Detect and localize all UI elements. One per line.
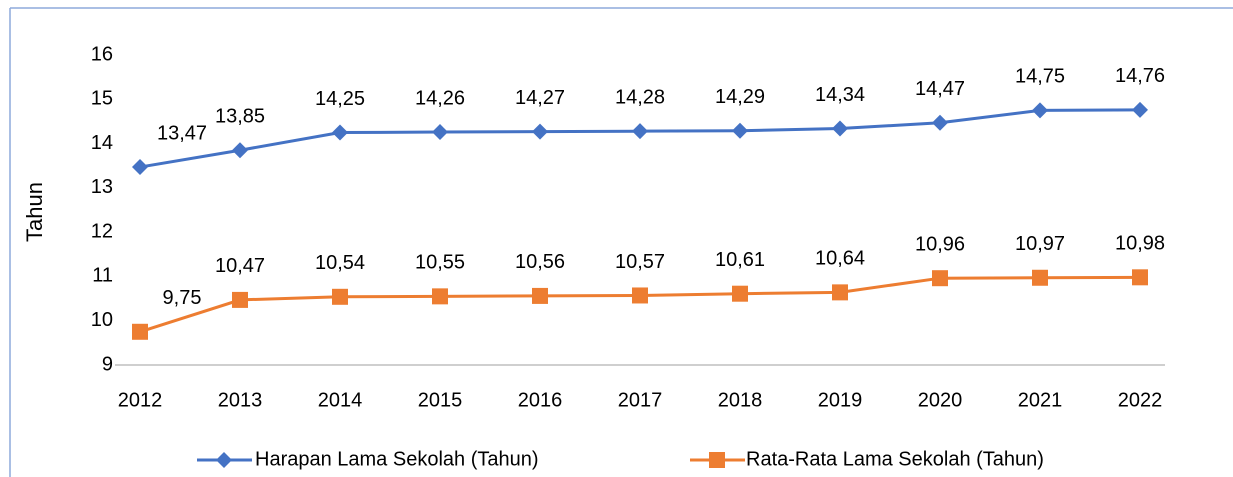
legend-marker	[709, 452, 725, 468]
x-tick-label: 2018	[718, 389, 763, 411]
data-point	[832, 120, 848, 137]
data-point	[432, 124, 448, 141]
y-tick-label: 11	[92, 265, 113, 287]
data-label: 10,56	[515, 251, 565, 273]
data-point	[232, 142, 248, 159]
data-label: 14,28	[615, 86, 665, 108]
y-axis-label: Tahun	[22, 182, 47, 242]
data-point	[632, 123, 648, 140]
y-tick-label: 13	[91, 176, 113, 198]
data-label: 10,98	[1115, 233, 1165, 255]
series-line	[139, 275, 1141, 334]
legend-label: Rata-Rata Lama Sekolah (Tahun)	[746, 448, 1044, 470]
x-tick-label: 2019	[818, 389, 863, 411]
x-tick-label: 2017	[618, 389, 663, 411]
x-tick-label: 2021	[1018, 389, 1063, 411]
data-label: 14,34	[815, 84, 865, 106]
data-point	[332, 288, 348, 305]
x-tick-label: 2020	[918, 389, 963, 411]
data-point	[132, 323, 148, 340]
data-label: 10,47	[215, 255, 265, 277]
data-point	[1132, 101, 1148, 118]
data-point	[532, 123, 548, 140]
data-label: 14,25	[315, 88, 365, 110]
data-label: 10,97	[1015, 233, 1065, 255]
data-label: 14,29	[715, 86, 765, 108]
data-label: 13,85	[215, 105, 265, 127]
data-point	[432, 288, 448, 305]
data-label: 10,55	[415, 252, 465, 274]
data-point	[1032, 102, 1048, 119]
legend-marker	[216, 452, 232, 468]
y-tick-label: 12	[91, 220, 113, 242]
data-label: 10,96	[915, 233, 965, 255]
data-label: 14,75	[1015, 66, 1065, 88]
x-tick-label: 2012	[118, 389, 163, 411]
legend-label: Harapan Lama Sekolah (Tahun)	[255, 448, 539, 470]
y-tick-label: 9	[102, 353, 113, 375]
y-tick-label: 10	[91, 309, 113, 331]
data-point	[1032, 269, 1048, 286]
x-tick-label: 2015	[418, 389, 463, 411]
data-point	[732, 285, 748, 302]
x-tick-label: 2013	[218, 389, 263, 411]
data-point	[332, 124, 348, 141]
data-label: 14,26	[415, 87, 465, 109]
data-label: 10,54	[315, 252, 365, 274]
x-tick-label: 2022	[1118, 389, 1163, 411]
data-point	[932, 114, 948, 131]
x-tick-label: 2016	[518, 389, 563, 411]
y-tick-label: 16	[91, 43, 113, 65]
data-point	[932, 270, 948, 287]
data-label: 9,75	[163, 287, 202, 309]
data-label: 14,76	[1115, 65, 1165, 87]
data-point	[132, 159, 148, 176]
y-tick-label: 15	[91, 88, 113, 110]
data-label: 13,47	[157, 122, 207, 144]
x-tick-label: 2014	[318, 389, 363, 411]
data-point	[532, 287, 548, 304]
data-label: 10,64	[815, 248, 865, 270]
data-point	[832, 284, 848, 301]
data-label: 10,61	[715, 249, 765, 271]
data-point	[232, 291, 248, 308]
data-label: 14,47	[915, 78, 965, 100]
data-label: 14,27	[515, 87, 565, 109]
data-label: 10,57	[615, 251, 665, 273]
data-point	[1132, 269, 1148, 286]
data-point	[632, 287, 648, 304]
data-point	[732, 122, 748, 139]
y-tick-label: 14	[91, 132, 113, 154]
